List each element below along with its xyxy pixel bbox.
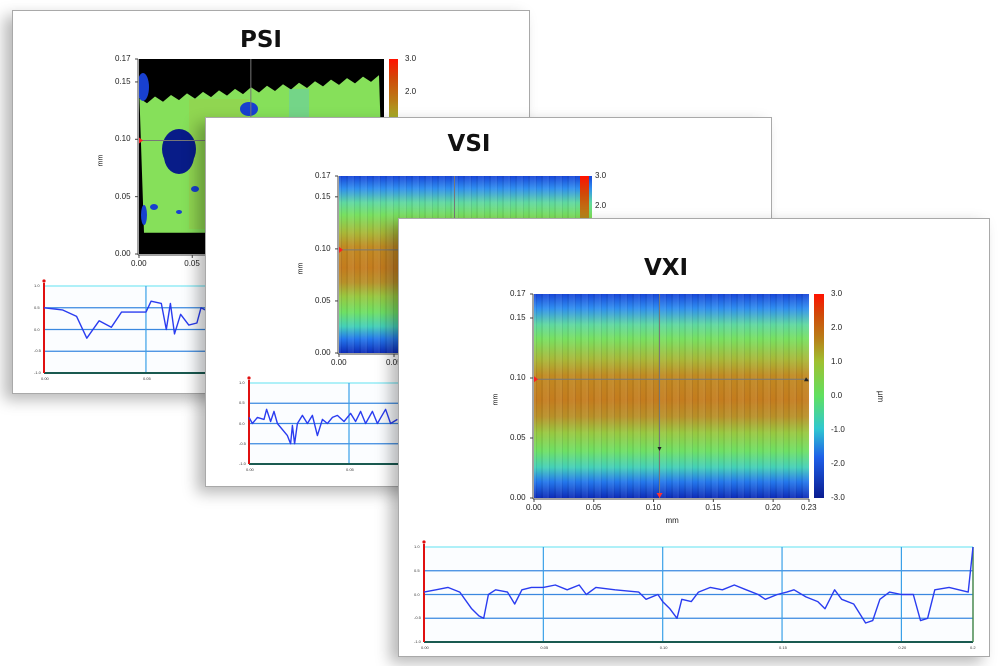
profile-y-tick-label: 0.5 [239, 400, 245, 406]
profile-y-tick-label: -0.5 [239, 440, 246, 446]
vxi-title: VXI [643, 255, 689, 281]
colorbar-tick-label: -2.0 [831, 459, 845, 468]
x-tick-label: 0.20 [765, 503, 781, 512]
profile-y-tick-label: 0.0 [414, 591, 420, 597]
y-tick-label: 0.17 [315, 171, 331, 180]
vxi-profile-line [423, 546, 974, 624]
profile-x-tick-label: 0.10 [659, 645, 668, 650]
marker-bottom-icon [656, 493, 663, 498]
y-tick-label: 0.15 [315, 191, 331, 201]
profile-y-tick-label: 0.5 [414, 567, 420, 573]
psi-void-region [191, 186, 199, 192]
y-tick-label: 0.17 [510, 289, 526, 298]
y-tick-label: 0.05 [510, 433, 526, 442]
profile-cursor-handle-icon [247, 376, 251, 380]
vxi-x-axis-label: mm [665, 516, 679, 525]
profile-x-tick-label: 0.00 [41, 376, 49, 381]
y-tick-label: 0.10 [115, 134, 131, 144]
y-tick-label: 0.00 [315, 348, 331, 357]
vxi-panel: VXI 0.00 0.05 0.10 0.15 0.17 0.00 0.05 0.10 0.15… [398, 218, 990, 657]
x-tick-label: 0.00 [131, 259, 147, 268]
x-tick-label: 0.10 [645, 503, 662, 512]
profile-cursor-handle-icon [422, 540, 426, 544]
profile-y-tick-label: -0.5 [34, 348, 41, 354]
profile-x-tick-label: 0.00 [246, 467, 254, 472]
colorbar-tick-label: -1.0 [831, 425, 845, 434]
psi-void-region [240, 102, 258, 116]
y-tick-label: 0.05 [315, 295, 331, 305]
profile-x-tick-label: 0.2 [970, 645, 976, 650]
x-tick-label: 0.00 [526, 503, 542, 512]
marker-mid-icon [657, 447, 662, 451]
vxi-colorbar [814, 294, 824, 498]
vsi-title: VSI [447, 131, 491, 157]
vxi-axes [530, 293, 810, 502]
vxi-profile-chart [422, 540, 974, 643]
profile-y-tick-label: 0.5 [34, 304, 40, 310]
vxi-heatmap [534, 294, 809, 498]
psi-void-region [139, 73, 149, 101]
profile-y-tick-label: -1.0 [34, 370, 41, 375]
profile-y-tick-label: 0.0 [239, 420, 245, 426]
x-tick-label: 0.05 [386, 358, 402, 367]
psi-void-region [176, 210, 182, 214]
profile-x-tick-label: 0.15 [779, 645, 787, 650]
vxi-texture [534, 294, 809, 498]
colorbar-tick-label: 0.0 [831, 391, 843, 400]
vxi-crosshair [534, 294, 809, 498]
colorbar-tick-label: 1.0 [831, 357, 843, 366]
y-tick-label: 0.17 [115, 54, 131, 63]
profile-y-tick-label: -0.5 [414, 615, 421, 621]
psi-void-region [150, 204, 158, 210]
colorbar-tick-label: 3.0 [405, 54, 417, 63]
x-tick-label: 0.15 [705, 503, 721, 512]
profile-y-tick-label: -1.0 [239, 461, 246, 466]
marker-left-icon [139, 137, 143, 144]
y-tick-label: 0.00 [115, 249, 131, 258]
profile-y-tick-label: 1.0 [414, 544, 420, 549]
profile-y-tick-label: 0.0 [34, 326, 40, 332]
x-tick-label: 0.00 [331, 358, 347, 367]
profile-x-tick-label: 0.05 [346, 467, 354, 472]
profile-x-tick-label: 0.05 [142, 376, 151, 381]
marker-left-icon [534, 376, 538, 383]
colorbar-tick-label: 2.0 [405, 86, 417, 96]
psi-void-region [141, 205, 147, 225]
profile-y-tick-label: -1.0 [414, 639, 421, 644]
x-tick-label: 0.05 [585, 503, 602, 512]
y-tick-label: 0.00 [510, 493, 526, 502]
profile-y-tick-label: 1.0 [34, 283, 40, 288]
colorbar-tick-label: 2.0 [831, 323, 843, 332]
psi-void-region [164, 138, 194, 174]
x-tick-label: 0.05 [184, 259, 200, 268]
profile-x-tick-label: 0.05 [540, 645, 549, 650]
colorbar-tick-label: 2.0 [595, 200, 607, 210]
profile-y-tick-label: 1.0 [239, 380, 245, 385]
y-tick-label: 0.15 [510, 313, 526, 322]
x-tick-label: 0.23 [801, 503, 817, 512]
psi-profile-line [43, 300, 206, 339]
y-tick-label: 0.15 [115, 76, 131, 86]
y-tick-label: 0.10 [315, 243, 331, 253]
profile-x-tick-label: 0.00 [421, 645, 429, 650]
psi-title: PSI [240, 27, 282, 53]
colorbar-tick-label: 3.0 [831, 289, 843, 298]
colorbar-tick-label: 3.0 [595, 171, 607, 180]
colorbar-tick-label: -3.0 [831, 493, 845, 502]
y-tick-label: 0.10 [510, 373, 526, 382]
y-tick-label: 0.05 [115, 191, 131, 201]
marker-right-icon [804, 377, 809, 382]
profile-cursor-handle-icon [42, 279, 46, 283]
profile-x-tick-label: 0.20 [898, 645, 907, 650]
marker-left-icon [339, 246, 343, 253]
